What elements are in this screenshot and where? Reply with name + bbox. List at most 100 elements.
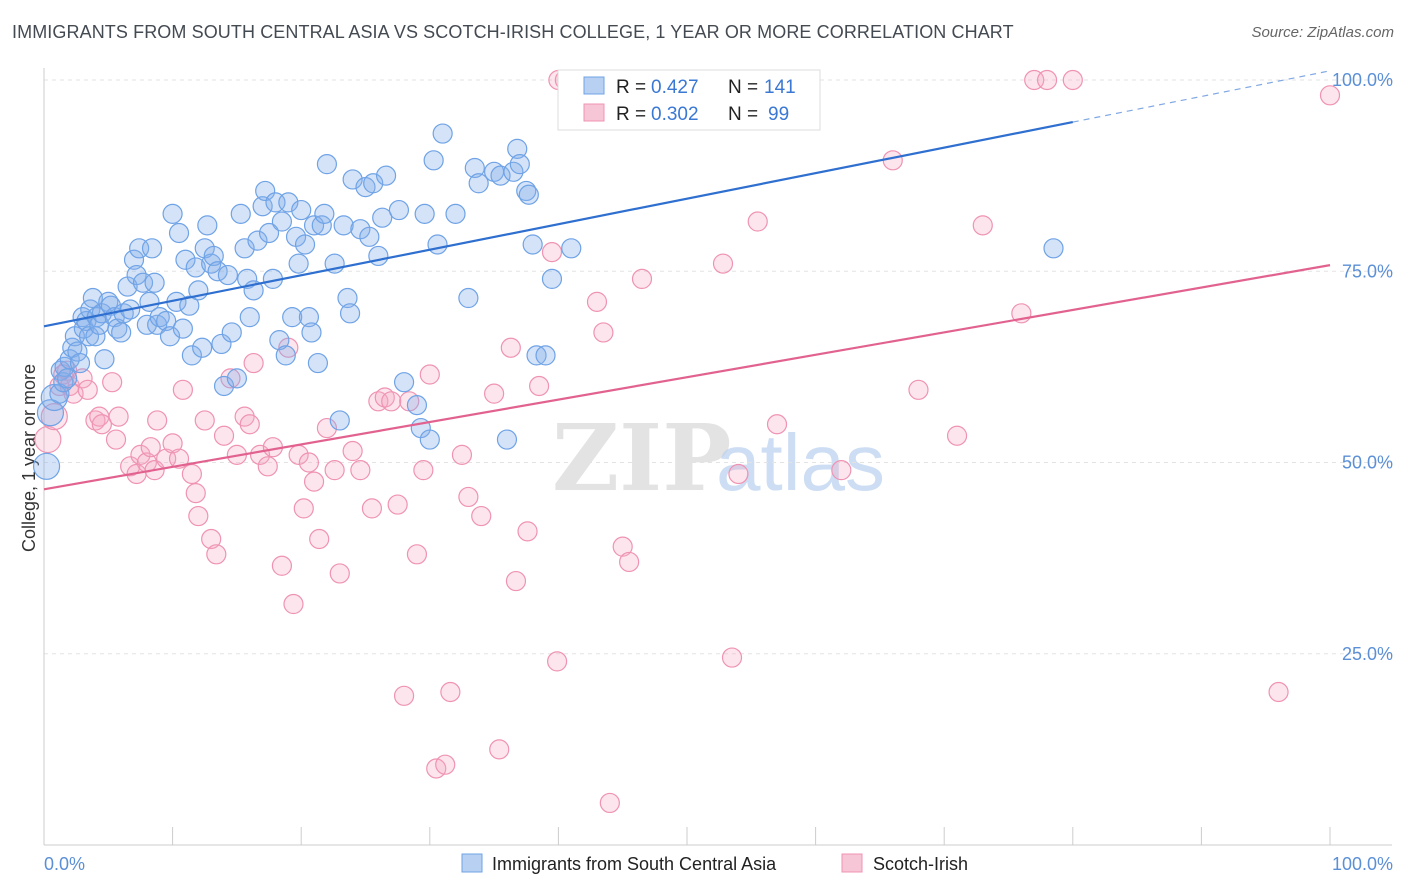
- scotch-irish-point-95: [831, 460, 852, 481]
- south-central-asia-point-42: [156, 310, 177, 332]
- series-legend-label-blue: Immigrants from South Central Asia: [492, 854, 777, 874]
- legend-n-value-1: 141: [764, 77, 796, 98]
- south-central-asia-point-55: [197, 215, 218, 236]
- south-central-asia-point-101: [368, 245, 389, 267]
- legend-n-value-2: 99: [768, 104, 789, 125]
- south-central-asia-point-78: [278, 192, 299, 213]
- south-central-asia-point-76: [271, 211, 293, 232]
- scotch-irish-point-102: [1036, 69, 1058, 91]
- scotch-irish-point-27: [185, 483, 206, 504]
- trend-extension-south-central-asia: [1072, 70, 1331, 123]
- south-central-asia-point-51: [185, 257, 206, 278]
- scotch-irish-point-74: [517, 521, 538, 542]
- south-central-asia-point-27: [107, 318, 128, 339]
- scotch-irish-point-105: [1319, 85, 1341, 106]
- south-central-asia-point-106: [406, 395, 428, 416]
- south-central-asia-point-82: [291, 199, 312, 221]
- south-central-asia-point-113: [445, 203, 466, 224]
- south-central-asia-points: [32, 123, 1064, 480]
- scotch-irish-point-98: [946, 425, 968, 446]
- south-central-asia-point-90: [316, 154, 338, 175]
- axes: [43, 68, 1392, 846]
- scotch-irish-point-25: [172, 379, 193, 400]
- scotch-irish-point-28: [188, 505, 209, 527]
- scotch-irish-point-97: [908, 379, 929, 400]
- scotch-irish-point-12: [102, 372, 123, 393]
- south-central-asia-point-64: [230, 203, 251, 224]
- y-tick-label-3: 100.0%: [1332, 70, 1393, 90]
- scotch-irish-point-62: [413, 460, 434, 481]
- scotch-irish-point-75: [529, 375, 550, 397]
- south-central-asia-point-96: [342, 169, 363, 190]
- scotch-irish-point-65: [435, 754, 456, 775]
- south-central-asia-point-121: [507, 138, 528, 159]
- south-central-asia-point-81: [288, 253, 309, 274]
- scotch-irish-point-53: [350, 460, 371, 481]
- south-central-asia-point-48: [175, 249, 196, 270]
- south-central-asia-point-84: [298, 307, 320, 328]
- legend-swatch-pink: [583, 103, 605, 122]
- south-central-asia-point-63: [226, 368, 247, 389]
- south-central-asia-point-128: [541, 268, 563, 289]
- scotch-irish-point-47: [303, 471, 325, 492]
- south-central-asia-point-38: [141, 238, 163, 259]
- legend-swatch-blue: [583, 76, 605, 95]
- south-central-asia-point-100: [363, 173, 384, 194]
- south-central-asia-point-53: [192, 337, 213, 358]
- south-central-asia-point-94: [337, 287, 358, 309]
- scotch-irish-point-11: [91, 414, 112, 435]
- south-central-asia-point-18: [82, 287, 103, 309]
- series-legend-swatch-blue: [461, 853, 483, 873]
- trend-line-scotch-irish: [43, 264, 1331, 491]
- south-central-asia-point-87: [307, 352, 329, 374]
- south-central-asia-point-116: [468, 173, 489, 194]
- scotch-irish-point-83: [593, 322, 614, 343]
- scotch-irish-point-63: [419, 364, 440, 385]
- watermark: ZIP atlas: [552, 404, 885, 512]
- south-central-asia-point-36: [136, 314, 157, 335]
- south-central-asia-point-41: [149, 307, 170, 328]
- scotch-irish-point-23: [162, 433, 183, 454]
- south-central-asia-point-35: [132, 272, 154, 293]
- scotch-irish-point-50: [324, 460, 345, 481]
- trend-line-south-central-asia: [43, 120, 1074, 328]
- scotch-irish-point-3: [53, 364, 74, 385]
- scotch-irish-point-82: [586, 291, 608, 312]
- south-central-asia-point-118: [490, 165, 511, 186]
- scotch-irish-point-45: [293, 498, 314, 519]
- south-central-asia-point-85: [301, 322, 322, 343]
- x-tick-labels: 0.0% 100.0%: [44, 854, 1393, 874]
- correlation-legend: R = 0.427 N = 141 R = 0.302 N = 99: [557, 69, 821, 131]
- scotch-irish-point-41: [271, 555, 293, 576]
- scotch-irish-point-85: [612, 536, 633, 557]
- legend-r-value-2: 0.302: [651, 104, 699, 125]
- scotch-irish-point-90: [712, 253, 734, 274]
- scotch-irish-point-94: [766, 414, 788, 435]
- scotch-irish-point-86: [619, 551, 640, 573]
- scotch-irish-point-32: [213, 425, 235, 446]
- south-central-asia-point-69: [247, 230, 268, 251]
- south-central-asia-point-125: [522, 234, 543, 255]
- scotch-irish-point-52: [342, 440, 363, 462]
- south-central-asia-point-50: [181, 345, 202, 366]
- south-central-asia-point-43: [159, 326, 181, 347]
- scotch-irish-point-19: [140, 437, 161, 458]
- south-central-asia-point-104: [388, 199, 410, 221]
- south-central-asia-point-93: [333, 215, 354, 236]
- south-central-asia-point-77: [275, 345, 296, 366]
- south-central-asia-point-110: [423, 150, 444, 171]
- y-tick-label-2: 75.0%: [1342, 261, 1393, 281]
- scotch-irish-point-70: [484, 383, 505, 404]
- scotch-irish-point-92: [728, 463, 749, 485]
- series-legend-swatch-pink: [841, 853, 863, 873]
- south-central-asia-point-16: [78, 326, 100, 347]
- south-central-asia-point-129: [561, 238, 582, 259]
- south-central-asia-point-66: [237, 268, 258, 289]
- south-central-asia-point-92: [329, 410, 350, 431]
- south-central-asia-point-72: [258, 222, 280, 244]
- south-central-asia-point-86: [303, 215, 325, 236]
- south-central-asia-point-122: [509, 154, 530, 175]
- south-central-asia-point-57: [203, 245, 224, 267]
- south-central-asia-point-95: [339, 303, 361, 324]
